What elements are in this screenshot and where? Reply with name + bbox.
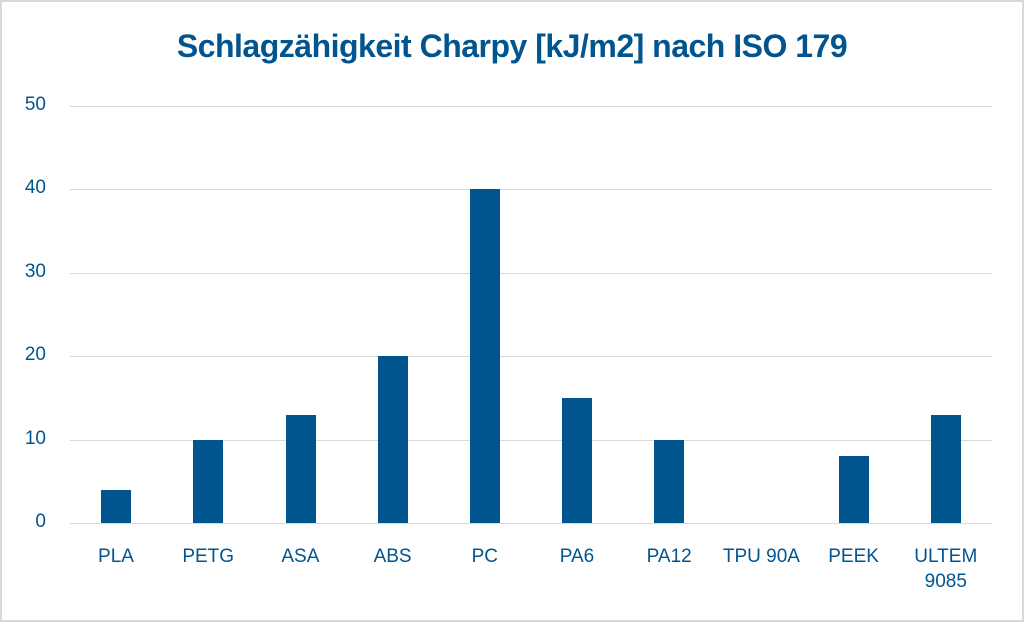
x-tick-label-line: PETG (182, 546, 235, 567)
y-tick-label: 20 (24, 344, 46, 366)
x-tick-label: PA6 (531, 544, 623, 569)
y-tick-label: 50 (24, 94, 46, 115)
bar-pa6 (562, 397, 593, 523)
gridline (70, 356, 992, 358)
x-tick-label: PA12 (623, 544, 715, 569)
gridline (70, 523, 992, 524)
y-tick-label: 40 (24, 177, 46, 199)
x-tick-label: PLA (70, 544, 162, 569)
x-tick-label: ABS (347, 544, 439, 569)
plot-area (70, 106, 992, 524)
y-tick-label: 0 (35, 511, 46, 532)
gridline (70, 272, 992, 274)
gridline (70, 189, 992, 191)
gridline (70, 106, 992, 107)
bar-abs (377, 356, 408, 523)
bar-petg (193, 439, 224, 523)
x-tick-label-line: ULTEM (914, 546, 978, 567)
bar-ultem-9085 (930, 414, 961, 523)
x-tick-label-line: PA6 (559, 546, 595, 567)
x-tick-label: PEEK (808, 544, 900, 569)
x-tick-label: ASA (254, 544, 346, 569)
y-tick-label: 10 (24, 427, 46, 449)
gridline (70, 439, 992, 441)
bar-pla (101, 489, 132, 523)
x-tick-label: PC (439, 544, 531, 569)
x-tick-label-line: PA12 (646, 546, 692, 567)
x-tick-label-line: PC (471, 546, 498, 567)
x-tick-label-line: TPU 90A (722, 546, 800, 567)
bar-pc (469, 189, 500, 523)
chart-title: Schlagzähigkeit Charpy [kJ/m2] nach ISO … (176, 28, 848, 64)
x-tick-label-line: PEEK (828, 546, 879, 567)
bar-peek (838, 456, 869, 523)
x-tick-label: TPU 90A (715, 544, 807, 569)
x-tick-label: PETG (162, 544, 254, 569)
y-tick-label: 30 (24, 260, 46, 282)
bar-asa (285, 414, 316, 523)
x-tick-label-line: ASA (281, 546, 320, 567)
x-tick-label-line: PLA (98, 546, 134, 567)
x-tick-label-line: 9085 (924, 571, 967, 592)
x-tick-label: ULTEM 9085 (900, 544, 992, 594)
x-tick-label-line: ABS (373, 546, 412, 567)
bar-pa12 (654, 439, 685, 523)
